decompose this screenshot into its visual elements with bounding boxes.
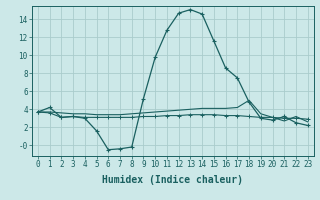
X-axis label: Humidex (Indice chaleur): Humidex (Indice chaleur) [102, 175, 243, 185]
